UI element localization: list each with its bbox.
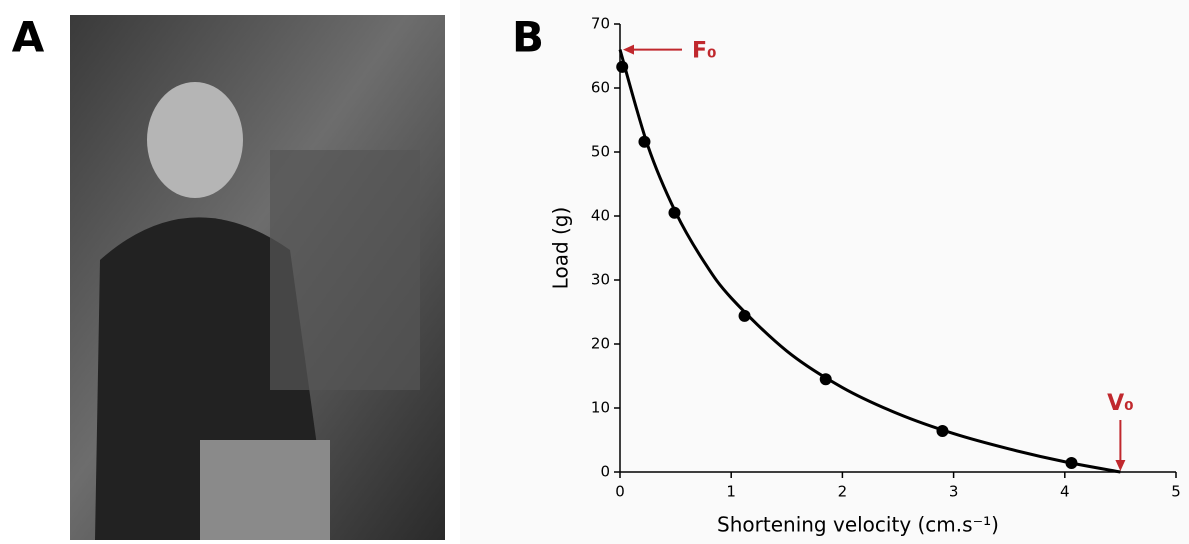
annotation: F₀ [692,39,717,64]
panel-label: B [512,13,544,62]
photograph [70,15,445,540]
y-tick-label: 0 [600,463,610,481]
y-tick-label: 60 [591,79,610,97]
y-axis-label: Load (g) [549,207,573,290]
data-point [1065,457,1078,470]
x-tick-label: 2 [838,483,848,501]
data-point [616,60,629,73]
y-tick-label: 40 [591,207,610,225]
y-tick-label: 30 [591,271,610,289]
arrow-head [1115,460,1126,471]
x-tick-label: 0 [615,483,625,501]
x-tick-label: 5 [1171,483,1181,501]
data-point [819,373,832,386]
x-tick-label: 4 [1060,483,1070,501]
plot: 0 10 20 30 40 50 60 70 0 1 2 3 4 5 Shortening velocity… [549,15,1181,537]
arrow-head [623,44,634,55]
y-tick-label: 70 [591,15,610,33]
data-point [738,309,751,322]
panel-label: A [12,13,45,62]
y-tick-label: 10 [591,399,610,417]
data-point [638,135,651,148]
x-tick-label: 3 [949,483,959,501]
y-tick-label: 20 [591,335,610,353]
fit-curve [618,49,1121,474]
x-axis-label: Shortening velocity (cm.s⁻¹) [717,513,999,537]
x-tick-label: 1 [726,483,736,501]
panel-b-background [460,0,1189,544]
annotation: V₀ [1107,391,1134,416]
data-point [936,425,949,438]
data-point [668,206,681,219]
y-tick-label: 50 [591,143,610,161]
